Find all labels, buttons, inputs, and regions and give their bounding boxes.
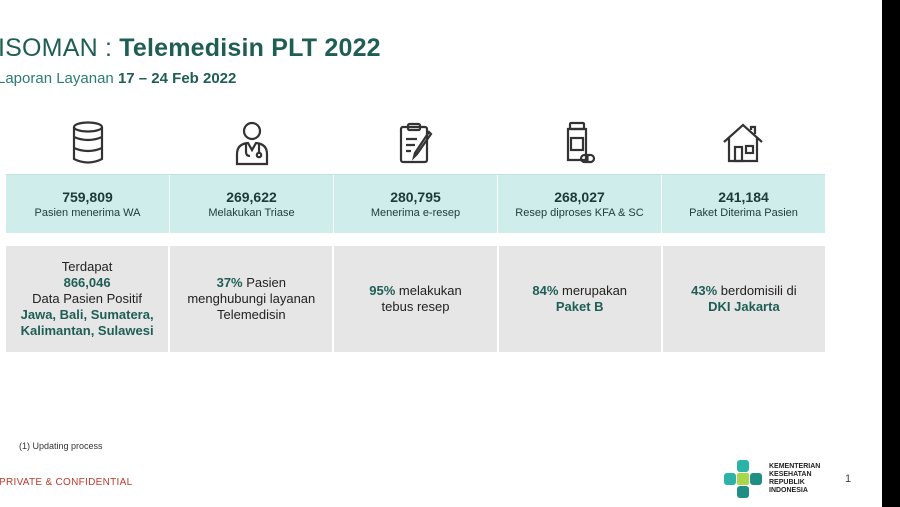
stat-value: 268,027 — [554, 189, 605, 205]
medicine-bottle-icon — [567, 121, 596, 164]
confidential-label: PRIVATE & CONFIDENTIAL — [0, 477, 133, 488]
icon-row — [6, 117, 825, 169]
subtitle-label: Laporan Layanan — [0, 70, 118, 87]
stat-value: 269,622 — [226, 189, 277, 205]
stat-label: Melakukan Triase — [208, 207, 295, 219]
logo-line: KEMENTERIAN — [769, 463, 821, 470]
detail-text: Terdapat — [61, 259, 113, 274]
detail-line: 95% melakukan — [369, 283, 462, 299]
details-row: Terdapat 866,046 Data Pasien Positif Jaw… — [6, 246, 825, 352]
edge-bar — [882, 0, 900, 507]
icon-cell-2 — [170, 117, 334, 169]
detail-cell-domicile: 43% berdomisili di DKI Jakarta — [663, 246, 825, 352]
detail-line: 37% Pasien — [217, 275, 286, 291]
detail-percent: 95% — [369, 283, 396, 298]
stat-label: Menerima e-resep — [370, 207, 461, 219]
stat-label: Paket Diterima Pasien — [689, 207, 798, 219]
detail-text: Pasien — [242, 275, 286, 290]
detail-percent: 37% — [216, 275, 243, 290]
page-number: 1 — [845, 473, 852, 485]
detail-text: melakukan — [395, 283, 462, 298]
stat-value: 280,795 — [390, 189, 441, 205]
detail-percent: 84% — [532, 283, 559, 298]
kemenkes-logo-icon — [724, 460, 762, 498]
detail-cell-triage: 37% Pasien menghubungi layanan Telemedis… — [170, 246, 335, 352]
doctor-icon — [235, 121, 268, 166]
icon-cell-4 — [497, 117, 661, 169]
stat-cell: 759,809 Pasien menerima WA — [6, 175, 170, 233]
prescription-clipboard-icon — [400, 122, 433, 164]
detail-line: 84% merupakan — [532, 283, 627, 299]
detail-text: Telemedisin — [216, 307, 286, 322]
stat-value: 241,184 — [718, 189, 769, 205]
logo-line: INDONESIA — [769, 487, 808, 494]
title-prefix: ISOMAN : — [0, 34, 120, 62]
detail-cell-eprescription: 95% melakukan tebus resep — [334, 246, 499, 352]
stat-label: Resep diproses KFA & SC — [515, 207, 644, 219]
subtitle-dates: 17 – 24 Feb 2022 — [117, 70, 237, 87]
detail-highlight: DKI Jakarta — [708, 299, 780, 314]
icon-cell-5 — [661, 117, 825, 169]
logo-text: KEMENTERIAN KESEHATAN REPUBLIK INDONESIA — [769, 463, 820, 495]
logo-line: KESEHATAN — [769, 471, 812, 478]
detail-highlight: Kalimantan, Sulawesi — [20, 323, 154, 338]
detail-cell-positive-patients: Terdapat 866,046 Data Pasien Positif Jaw… — [6, 246, 171, 352]
database-icon — [72, 121, 103, 164]
detail-text: Data Pasien Positif — [32, 291, 143, 306]
detail-percent: 43% — [691, 283, 718, 298]
stats-row: 759,809 Pasien menerima WA 269,622 Melak… — [6, 174, 825, 233]
detail-text: menghubungi layanan — [187, 291, 316, 306]
detail-highlight: Paket B — [555, 299, 604, 314]
stat-cell: 280,795 Menerima e-resep — [334, 175, 498, 233]
stat-cell: 268,027 Resep diproses KFA & SC — [498, 175, 662, 233]
stat-cell: 269,622 Melakukan Triase — [170, 175, 334, 233]
icon-cell-3 — [334, 117, 498, 169]
stat-label: Pasien menerima WA — [34, 207, 141, 219]
page-subtitle: Laporan Layanan 17 – 24 Feb 2022 — [0, 70, 236, 87]
detail-highlight: 866,046 — [63, 275, 111, 290]
icon-cell-1 — [6, 117, 170, 169]
footnote: (1) Updating process — [19, 441, 103, 451]
logo-line: REPUBLIK — [769, 479, 805, 486]
stat-cell: 241,184 Paket Diterima Pasien — [662, 175, 825, 233]
detail-line: 43% berdomisili di — [691, 283, 797, 299]
house-icon — [723, 123, 763, 163]
page-title: ISOMAN : Telemedisin PLT 2022 — [0, 34, 381, 63]
detail-highlight: Jawa, Bali, Sumatera, — [20, 307, 154, 322]
title-main: Telemedisin PLT 2022 — [119, 34, 381, 62]
stat-value: 759,809 — [62, 189, 113, 205]
detail-text: merupakan — [558, 283, 628, 298]
detail-cell-package: 84% merupakan Paket B — [499, 246, 663, 352]
ministry-logo: KEMENTERIAN KESEHATAN REPUBLIK INDONESIA — [722, 458, 820, 500]
detail-text: tebus resep — [381, 299, 450, 314]
detail-text: berdomisili di — [717, 283, 797, 298]
